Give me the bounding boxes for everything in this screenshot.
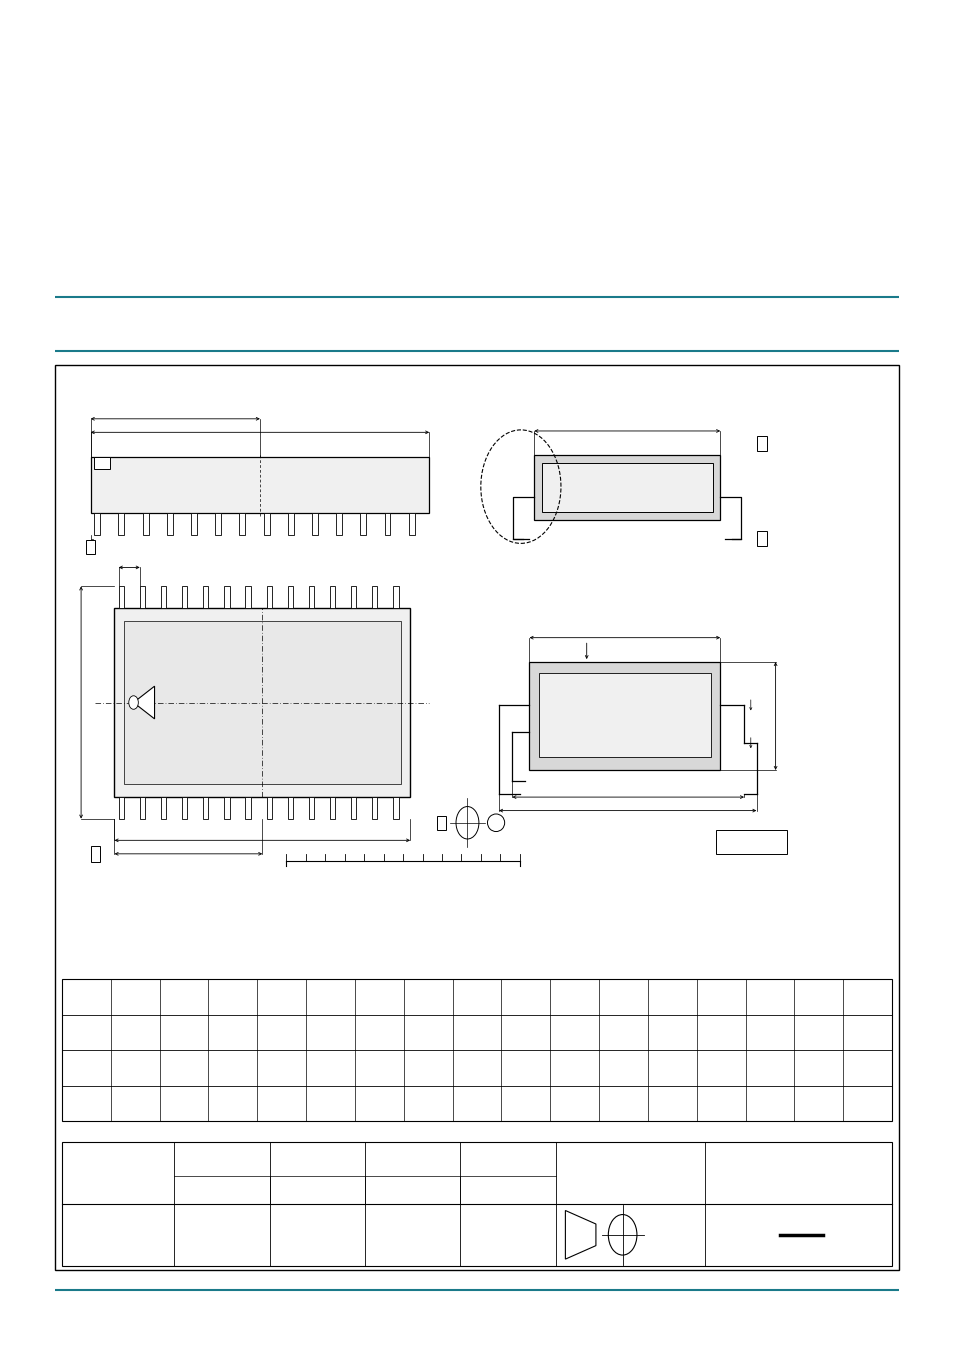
Circle shape: [456, 807, 478, 839]
Polygon shape: [133, 686, 154, 719]
Bar: [161, 586, 166, 608]
Bar: [372, 586, 377, 608]
Bar: [215, 513, 221, 535]
Bar: [288, 513, 294, 535]
Bar: [91, 846, 100, 862]
Bar: [203, 586, 208, 608]
Polygon shape: [565, 1210, 596, 1259]
Bar: [360, 513, 366, 535]
Bar: [715, 830, 786, 854]
Bar: [62, 979, 891, 1121]
Bar: [94, 457, 110, 469]
Bar: [436, 816, 446, 830]
Bar: [224, 586, 230, 608]
Bar: [86, 540, 95, 554]
Bar: [288, 586, 293, 608]
Bar: [203, 797, 208, 819]
Bar: [143, 513, 149, 535]
Bar: [140, 797, 145, 819]
Bar: [266, 797, 272, 819]
Bar: [372, 797, 377, 819]
Bar: [62, 1142, 891, 1266]
Bar: [124, 621, 400, 784]
Bar: [182, 586, 187, 608]
Bar: [239, 513, 245, 535]
Circle shape: [608, 1215, 637, 1255]
Bar: [140, 586, 145, 608]
Bar: [167, 513, 172, 535]
Circle shape: [129, 696, 138, 709]
Bar: [288, 797, 293, 819]
Bar: [351, 797, 356, 819]
Bar: [312, 513, 317, 535]
Bar: [393, 797, 398, 819]
Bar: [91, 457, 429, 513]
Bar: [266, 586, 272, 608]
Bar: [161, 797, 166, 819]
Bar: [384, 513, 390, 535]
Bar: [330, 797, 335, 819]
Bar: [408, 513, 415, 535]
Bar: [245, 586, 251, 608]
Bar: [393, 586, 398, 608]
Bar: [309, 586, 314, 608]
Bar: [114, 608, 410, 797]
Bar: [529, 662, 720, 770]
Bar: [94, 513, 100, 535]
Ellipse shape: [487, 813, 504, 832]
Bar: [263, 513, 270, 535]
Bar: [756, 531, 766, 546]
Bar: [309, 797, 314, 819]
Bar: [541, 463, 712, 512]
Bar: [118, 797, 124, 819]
Bar: [335, 513, 342, 535]
Bar: [182, 797, 187, 819]
Bar: [191, 513, 196, 535]
Bar: [756, 436, 766, 451]
Bar: [245, 797, 251, 819]
Bar: [538, 673, 710, 757]
Bar: [534, 455, 720, 520]
Bar: [330, 586, 335, 608]
Bar: [55, 365, 898, 1270]
Bar: [351, 586, 356, 608]
Bar: [118, 513, 124, 535]
Bar: [224, 797, 230, 819]
Bar: [118, 586, 124, 608]
